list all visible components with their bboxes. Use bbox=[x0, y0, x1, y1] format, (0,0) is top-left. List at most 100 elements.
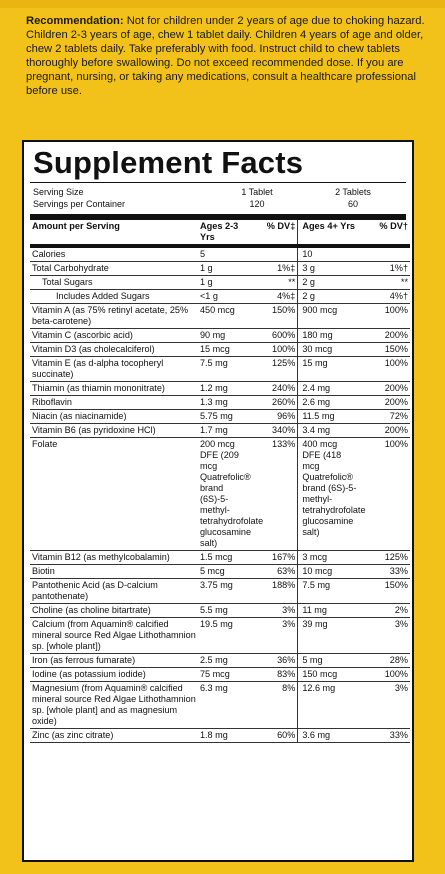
table-row: Zinc (as zinc citrate) 1.8 mg 60% 3.6 mg 33% bbox=[30, 728, 410, 743]
table-row: Folate 200 mcg DFE (209 mcg Quatrefolic® … bbox=[30, 437, 410, 551]
dv-ages-2-3 bbox=[253, 246, 299, 262]
header-dv1: % DV‡ bbox=[253, 220, 299, 248]
facts-table: Amount per Serving Ages 2-3 Yrs % DV‡ Ag… bbox=[30, 220, 410, 743]
dv-ages-4-plus: 100% bbox=[359, 437, 410, 551]
recommendation-body: Not for children under 2 years of age du… bbox=[26, 15, 425, 97]
table-row: Vitamin A (as 75% retinyl acetate, 25% b… bbox=[30, 303, 410, 329]
serving-size-label: Serving Size bbox=[33, 187, 84, 197]
amount-ages-2-3: 90 mg bbox=[197, 328, 254, 343]
dv-ages-4-plus: 125% bbox=[359, 550, 410, 565]
dv-ages-2-3: 260% bbox=[253, 395, 299, 410]
dv-ages-2-3: 167% bbox=[253, 550, 299, 565]
table-row: Biotin 5 mcg 63% 10 mcg 33% bbox=[30, 564, 410, 579]
table-row: Magnesium (from Aquamin® calcified miner… bbox=[30, 681, 410, 729]
package-top-edge bbox=[0, 0, 445, 8]
amount-ages-2-3: 1.7 mg bbox=[197, 423, 254, 438]
nutrient-name: Folate bbox=[30, 437, 198, 551]
header-amount: Amount per Serving bbox=[30, 220, 198, 248]
dv-ages-4-plus: 33% bbox=[359, 728, 410, 743]
amount-ages-4-plus: 3.4 mg bbox=[297, 423, 360, 438]
amount-ages-2-3: 5 mcg bbox=[197, 564, 254, 579]
amount-ages-4-plus: 3 mcg bbox=[297, 550, 360, 565]
amount-ages-4-plus: 10 mcg bbox=[297, 564, 360, 579]
dv-ages-4-plus: 33% bbox=[359, 564, 410, 579]
amount-ages-4-plus: 900 mcg bbox=[297, 303, 360, 329]
amount-ages-4-plus: 11.5 mg bbox=[297, 409, 360, 424]
nutrient-name: Calories bbox=[30, 246, 198, 262]
table-row: Vitamin D3 (as cholecalciferol) 15 mcg 100… bbox=[30, 342, 410, 357]
amount-ages-2-3: 19.5 mg bbox=[197, 617, 254, 654]
nutrient-name: Vitamin E (as d-alpha tocopheryl succina… bbox=[30, 356, 198, 382]
dv-ages-2-3: 4%‡ bbox=[253, 289, 299, 304]
serving-size-col2: 2 Tablets bbox=[335, 187, 371, 197]
amount-ages-4-plus: 150 mcg bbox=[297, 667, 360, 682]
table-row: Choline (as choline bitartrate) 5.5 mg 3% 1… bbox=[30, 603, 410, 618]
nutrient-name: Iron (as ferrous fumarate) bbox=[30, 653, 198, 668]
dv-ages-4-plus: ** bbox=[359, 275, 410, 290]
amount-ages-4-plus: 15 mg bbox=[297, 356, 360, 382]
dv-ages-2-3: 133% bbox=[253, 437, 299, 551]
dv-ages-4-plus: 1%† bbox=[359, 261, 410, 276]
dv-ages-2-3: 188% bbox=[253, 578, 299, 604]
dv-ages-2-3: 3% bbox=[253, 603, 299, 618]
table-row: Vitamin E (as d-alpha tocopheryl succina… bbox=[30, 356, 410, 382]
amount-ages-2-3: 450 mcg bbox=[197, 303, 254, 329]
nutrient-name: Niacin (as niacinamide) bbox=[30, 409, 198, 424]
nutrient-name: Vitamin A (as 75% retinyl acetate, 25% b… bbox=[30, 303, 198, 329]
nutrient-name: Zinc (as zinc citrate) bbox=[30, 728, 198, 743]
dv-ages-4-plus: 3% bbox=[359, 681, 410, 729]
amount-ages-2-3: 3.75 mg bbox=[197, 578, 254, 604]
amount-ages-4-plus: 180 mg bbox=[297, 328, 360, 343]
panel-title: Supplement Facts bbox=[33, 145, 304, 180]
amount-ages-4-plus: 3 g bbox=[297, 261, 360, 276]
header-dv2: % DV† bbox=[359, 220, 410, 248]
dv-ages-2-3: 96% bbox=[253, 409, 299, 424]
table-row: Vitamin B6 (as pyridoxine HCl) 1.7 mg 340%… bbox=[30, 423, 410, 438]
nutrient-name: Magnesium (from Aquamin® calcified miner… bbox=[30, 681, 198, 729]
amount-ages-2-3: 7.5 mg bbox=[197, 356, 254, 382]
amount-ages-2-3: <1 g bbox=[197, 289, 254, 304]
recommendation-label: Recommendation: bbox=[26, 15, 124, 27]
servings-col1: 120 bbox=[249, 199, 265, 209]
amount-ages-2-3: 1.2 mg bbox=[197, 381, 254, 396]
dv-ages-4-plus: 200% bbox=[359, 328, 410, 343]
amount-ages-4-plus: 10 bbox=[297, 246, 360, 262]
nutrient-name: Riboflavin bbox=[30, 395, 198, 410]
amount-ages-4-plus: 39 mg bbox=[297, 617, 360, 654]
amount-ages-4-plus: 3.6 mg bbox=[297, 728, 360, 743]
amount-ages-2-3: 1.8 mg bbox=[197, 728, 254, 743]
nutrient-name: Pantothenic Acid (as D-calcium pantothen… bbox=[30, 578, 198, 604]
recommendation-text: Recommendation: Not for children under 2… bbox=[26, 14, 430, 98]
nutrient-name: Calcium (from Aquamin® calcified mineral… bbox=[30, 617, 198, 654]
amount-ages-4-plus: 12.6 mg bbox=[297, 681, 360, 729]
dv-ages-2-3: 150% bbox=[253, 303, 299, 329]
dv-ages-2-3: 1%‡ bbox=[253, 261, 299, 276]
table-row: Vitamin C (ascorbic acid) 90 mg 600% 180 mg… bbox=[30, 328, 410, 343]
nutrient-name: Total Sugars bbox=[30, 275, 198, 290]
nutrient-name: Vitamin B6 (as pyridoxine HCl) bbox=[30, 423, 198, 438]
table-row: Total Sugars 1 g ** 2 g ** bbox=[30, 275, 410, 290]
table-row: Total Carbohydrate 1 g 1%‡ 3 g 1%† bbox=[30, 261, 410, 276]
amount-ages-2-3: 5 bbox=[197, 246, 254, 262]
table-row: Iodine (as potassium iodide) 75 mcg 83% 150… bbox=[30, 667, 410, 682]
nutrient-name: Vitamin D3 (as cholecalciferol) bbox=[30, 342, 198, 357]
nutrient-name: Total Carbohydrate bbox=[30, 261, 198, 276]
amount-ages-4-plus: 7.5 mg bbox=[297, 578, 360, 604]
amount-ages-4-plus: 2 g bbox=[297, 275, 360, 290]
dv-ages-4-plus: 200% bbox=[359, 381, 410, 396]
dv-ages-4-plus: 150% bbox=[359, 342, 410, 357]
amount-ages-2-3: 5.75 mg bbox=[197, 409, 254, 424]
dv-ages-4-plus: 200% bbox=[359, 395, 410, 410]
amount-ages-4-plus: 2.4 mg bbox=[297, 381, 360, 396]
amount-ages-4-plus: 2.6 mg bbox=[297, 395, 360, 410]
table-row: Includes Added Sugars <1 g 4%‡ 2 g 4%† bbox=[30, 289, 410, 304]
table-row: Calories 5 10 bbox=[30, 246, 410, 262]
serving-info: Serving Size 1 Tablet 2 Tablets Servings… bbox=[30, 186, 406, 214]
dv-ages-4-plus: 100% bbox=[359, 303, 410, 329]
amount-ages-2-3: 15 mcg bbox=[197, 342, 254, 357]
nutrient-name: Includes Added Sugars bbox=[30, 289, 198, 304]
nutrient-name: Choline (as choline bitartrate) bbox=[30, 603, 198, 618]
table-row: Iron (as ferrous fumarate) 2.5 mg 36% 5 mg 2… bbox=[30, 653, 410, 668]
amount-ages-2-3: 200 mcg DFE (209 mcg Quatrefolic® brand … bbox=[197, 437, 263, 551]
header-ages2: Ages 4+ Yrs bbox=[297, 220, 360, 248]
